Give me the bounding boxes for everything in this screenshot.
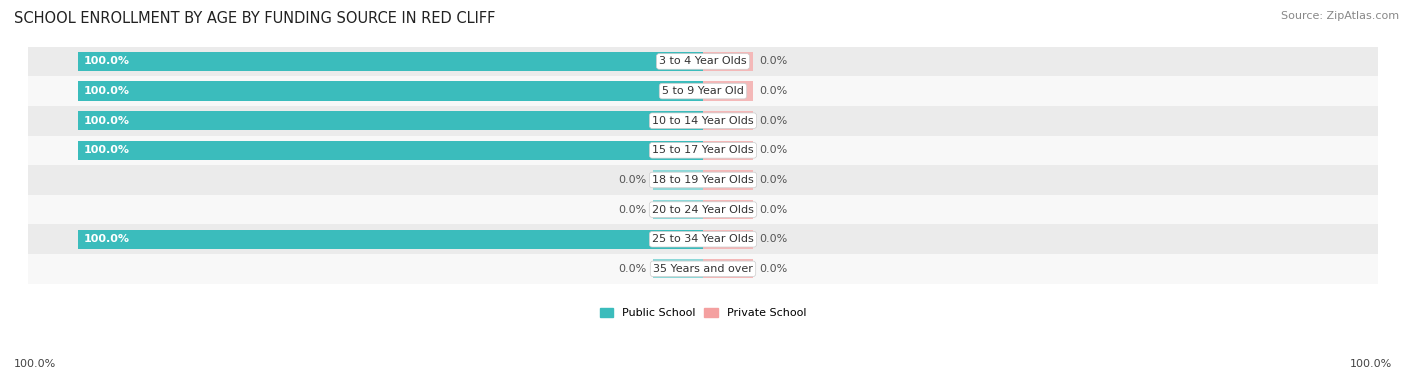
Bar: [28, 195, 1378, 224]
Bar: [77, 52, 703, 71]
Text: 100.0%: 100.0%: [84, 57, 129, 66]
Text: 35 Years and over: 35 Years and over: [652, 264, 754, 274]
Bar: [703, 200, 754, 219]
Bar: [28, 106, 1378, 135]
Bar: [77, 230, 703, 249]
Text: 25 to 34 Year Olds: 25 to 34 Year Olds: [652, 234, 754, 244]
Text: 20 to 24 Year Olds: 20 to 24 Year Olds: [652, 205, 754, 215]
Text: 15 to 17 Year Olds: 15 to 17 Year Olds: [652, 146, 754, 155]
Bar: [28, 135, 1378, 165]
Text: 100.0%: 100.0%: [14, 359, 56, 369]
Text: 5 to 9 Year Old: 5 to 9 Year Old: [662, 86, 744, 96]
Text: 3 to 4 Year Olds: 3 to 4 Year Olds: [659, 57, 747, 66]
Text: 18 to 19 Year Olds: 18 to 19 Year Olds: [652, 175, 754, 185]
Text: 0.0%: 0.0%: [619, 175, 647, 185]
Bar: [28, 76, 1378, 106]
Bar: [28, 254, 1378, 284]
Text: 0.0%: 0.0%: [759, 57, 787, 66]
Text: 100.0%: 100.0%: [84, 146, 129, 155]
Text: 0.0%: 0.0%: [759, 146, 787, 155]
Text: 0.0%: 0.0%: [759, 175, 787, 185]
Bar: [652, 170, 703, 190]
Bar: [703, 170, 754, 190]
Bar: [77, 141, 703, 160]
Text: Source: ZipAtlas.com: Source: ZipAtlas.com: [1281, 11, 1399, 21]
Text: 0.0%: 0.0%: [619, 264, 647, 274]
Bar: [703, 81, 754, 101]
Text: 0.0%: 0.0%: [759, 116, 787, 126]
Bar: [28, 224, 1378, 254]
Text: 0.0%: 0.0%: [759, 264, 787, 274]
Bar: [703, 52, 754, 71]
Text: 100.0%: 100.0%: [84, 116, 129, 126]
Bar: [652, 200, 703, 219]
Text: 10 to 14 Year Olds: 10 to 14 Year Olds: [652, 116, 754, 126]
Bar: [703, 111, 754, 130]
Text: SCHOOL ENROLLMENT BY AGE BY FUNDING SOURCE IN RED CLIFF: SCHOOL ENROLLMENT BY AGE BY FUNDING SOUR…: [14, 11, 495, 26]
Text: 0.0%: 0.0%: [619, 205, 647, 215]
Bar: [703, 230, 754, 249]
Legend: Public School, Private School: Public School, Private School: [595, 303, 811, 323]
Text: 0.0%: 0.0%: [759, 205, 787, 215]
Bar: [652, 259, 703, 279]
Text: 100.0%: 100.0%: [84, 234, 129, 244]
Text: 100.0%: 100.0%: [84, 86, 129, 96]
Bar: [28, 47, 1378, 76]
Text: 0.0%: 0.0%: [759, 234, 787, 244]
Text: 0.0%: 0.0%: [759, 86, 787, 96]
Text: 100.0%: 100.0%: [1350, 359, 1392, 369]
Bar: [77, 111, 703, 130]
Bar: [703, 259, 754, 279]
Bar: [703, 141, 754, 160]
Bar: [28, 165, 1378, 195]
Bar: [77, 81, 703, 101]
